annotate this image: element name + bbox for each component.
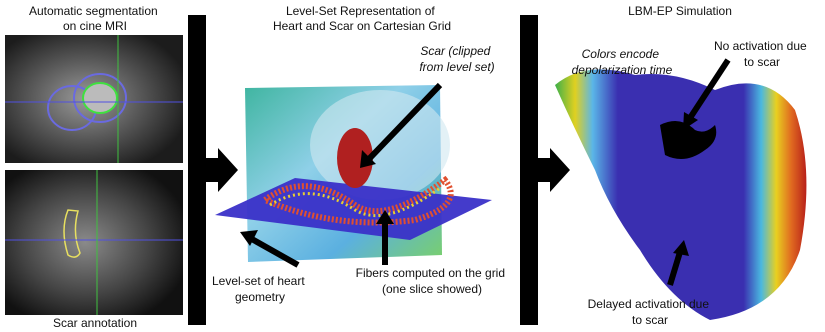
level-set-image [215,85,492,265]
annotation: Fibers computed on the grid (one slice s… [356,266,509,296]
annotation-line: Delayed activation due [588,297,710,311]
annotation-line: depolarization time [572,63,673,77]
annotation-line: Fibers computed on the grid [356,266,505,280]
panel-title: LBM-EP Simulation [628,4,732,18]
annotation-line: from level set) [419,60,494,74]
caption: Scar annotation [53,316,137,330]
annotation: Scar (clipped from level set) [419,44,494,74]
title-line: LBM-EP Simulation [628,4,732,18]
simulation-image [555,60,806,320]
panel-title: Level-Set Representation of Heart and Sc… [273,4,451,33]
annotation-line: to scar [632,313,668,327]
annotation-line: No activation due [714,39,807,53]
panel-title: Automatic segmentation on cine MRI [29,4,161,33]
figure: Automatic segmentation on cine MRI Scar … [0,0,825,332]
annotation-line: (one slice showed) [382,282,482,296]
annotation-line: Colors encode [582,47,660,61]
annotation: Colors encode depolarization time [572,47,673,77]
title-line: Heart and Scar on Cartesian Grid [273,19,451,33]
mri-images [5,35,183,315]
title-line: on cine MRI [63,19,127,33]
annotation: Delayed activation due to scar [588,297,713,327]
annotation-line: Scar (clipped [420,44,490,58]
title-line: Level-Set Representation of [286,4,435,18]
annotation-line: to scar [744,55,780,69]
annotation-line: Level-set of heart [212,274,305,288]
annotation-line: geometry [235,290,285,304]
title-line: Automatic segmentation [29,4,158,18]
annotation: Level-set of heart geometry [212,274,308,304]
